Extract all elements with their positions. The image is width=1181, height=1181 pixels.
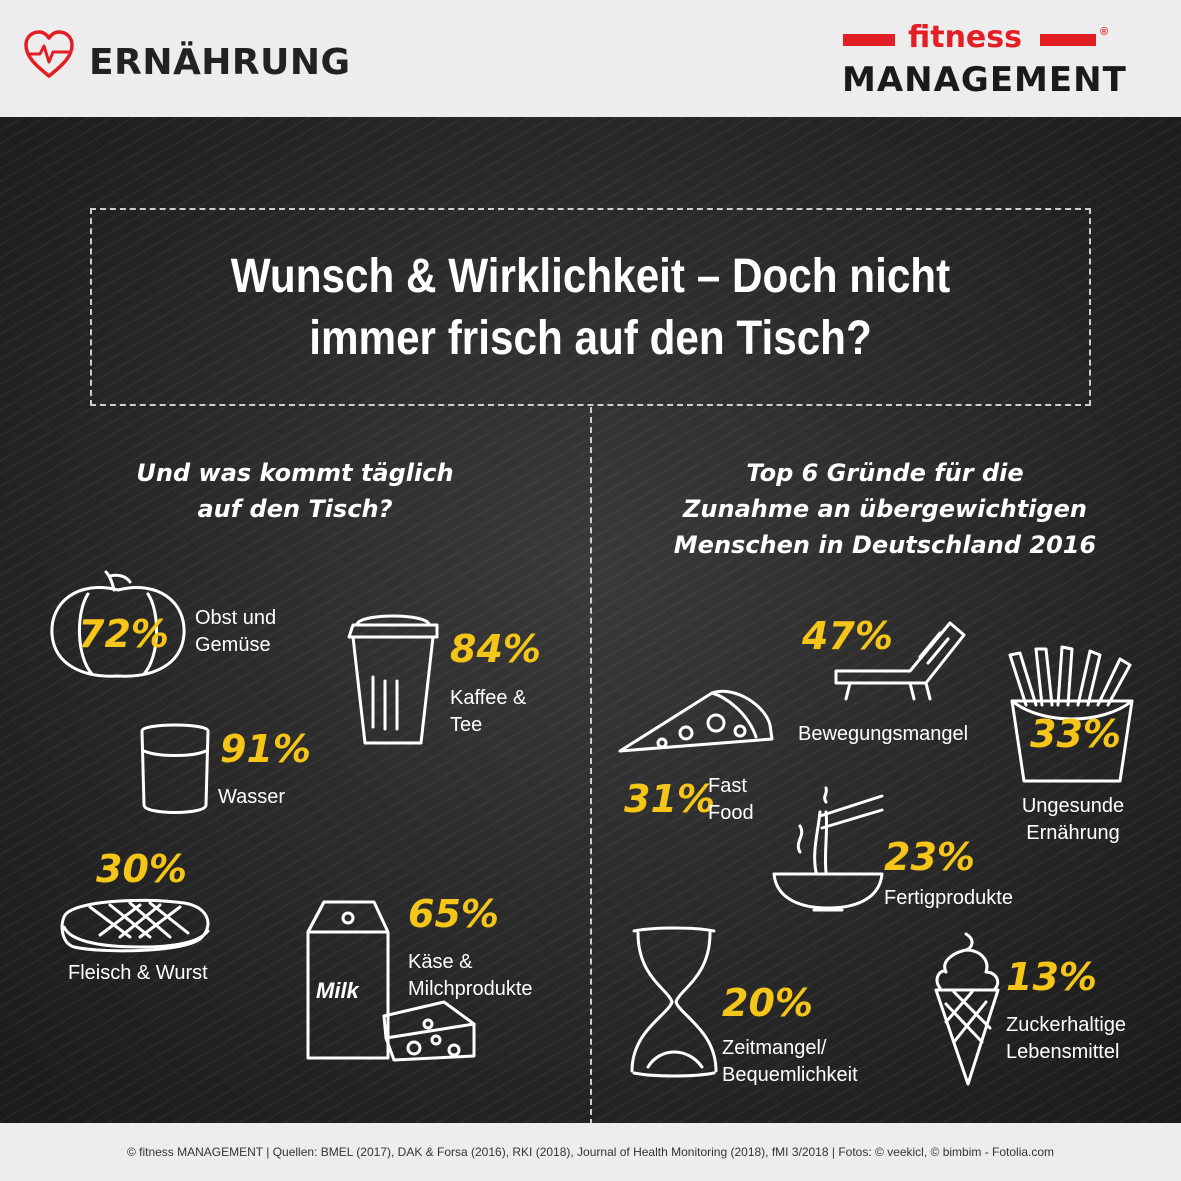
steak-icon <box>60 898 210 953</box>
left-heading-line-2: auf den Tisch? <box>197 495 393 523</box>
label-ungesund-2: Ernährung <box>1026 822 1120 844</box>
coffee-cup-icon <box>347 614 439 745</box>
pct-kaese: 65% <box>408 892 499 936</box>
label-fastfood-2: Food <box>708 802 754 824</box>
left-heading-line-1: Und was kommt täglich <box>136 459 454 487</box>
title-frame <box>90 208 1091 406</box>
heart-pulse-icon <box>24 30 74 78</box>
chalkboard: Wunsch & Wirklichkeit – Doch nicht immer… <box>0 117 1181 1125</box>
label-wasser: Wasser <box>218 786 286 808</box>
right-heading-line-2: Zunahme an übergewichtigen <box>683 495 1087 523</box>
pumpkin-icon <box>50 570 186 678</box>
label-zeit-1: Zeitmangel/ <box>722 1037 827 1059</box>
water-glass-icon <box>140 723 210 814</box>
pct-kaffee: 84% <box>450 627 541 671</box>
ice-cream-icon <box>934 932 1000 1086</box>
label-kaffee-1: Kaffee & <box>450 687 527 709</box>
pct-obst: 72% <box>78 612 169 656</box>
label-kaffee-2: Tee <box>450 714 483 736</box>
brand-management: MANAGEMENT <box>842 60 1127 100</box>
label-bewegung: Bewegungsmangel <box>798 723 969 745</box>
right-heading-line-1: Top 6 Gründe für die <box>746 459 1024 487</box>
pct-fastfood: 31% <box>624 777 715 821</box>
column-divider <box>590 407 592 1125</box>
pct-fertig: 23% <box>884 835 975 879</box>
registered-mark: ® <box>1100 26 1109 38</box>
section-title: ERNÄHRUNG <box>89 42 351 83</box>
label-kaese-1: Käse & <box>408 951 473 973</box>
label-zeit-2: Bequemlichkeit <box>722 1064 858 1086</box>
brand-stripe-left <box>843 34 895 46</box>
pizza-slice-icon <box>618 689 774 753</box>
right-heading-line-3: Menschen in Deutschland 2016 <box>673 531 1097 559</box>
label-fleisch: Fleisch & Wurst <box>68 962 208 984</box>
pct-zeit: 20% <box>722 981 813 1025</box>
label-obst-1: Obst und <box>195 607 277 629</box>
fries-icon <box>1008 645 1134 783</box>
label-fastfood-1: Fast <box>708 775 747 797</box>
footer-credits: © fitness MANAGEMENT | Quellen: BMEL (20… <box>126 1145 1055 1159</box>
pct-bewegung: 47% <box>802 614 893 658</box>
label-obst-2: Gemüse <box>195 634 271 656</box>
label-kaese-2: Milchprodukte <box>408 978 533 1000</box>
noodle-bowl-icon <box>772 786 884 912</box>
pct-zucker: 13% <box>1006 955 1097 999</box>
title-line-2: immer frisch auf den Tisch? <box>309 312 872 365</box>
title-line-1: Wunsch & Wirklichkeit – Doch nicht <box>230 250 951 303</box>
brand-stripe-right <box>1040 34 1096 46</box>
brand-fitness: fitness <box>908 20 1022 55</box>
label-ungesund-1: Ungesunde <box>1021 795 1125 817</box>
pct-fleisch: 30% <box>96 847 187 891</box>
pct-ungesund: 33% <box>1030 712 1121 756</box>
label-zucker-2: Lebensmittel <box>1006 1041 1120 1063</box>
pct-wasser: 91% <box>220 727 311 771</box>
milk-carton-text: Milk <box>316 978 359 1003</box>
sun-lounger-icon <box>834 621 966 701</box>
milk-cheese-icon <box>306 900 476 1062</box>
hourglass-icon <box>630 926 718 1078</box>
label-zucker-1: Zuckerhaltige <box>1006 1014 1127 1036</box>
label-fertig: Fertigprodukte <box>884 887 1013 909</box>
footer: © fitness MANAGEMENT | Quellen: BMEL (20… <box>0 1123 1181 1181</box>
header-bar: ERNÄHRUNG fitness ® MANAGEMENT <box>0 0 1181 117</box>
